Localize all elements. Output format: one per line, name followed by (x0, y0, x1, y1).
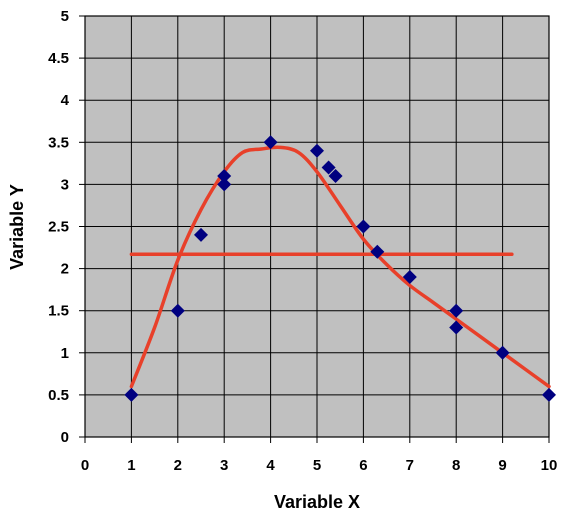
x-tick-label: 10 (541, 457, 558, 474)
data-point-marker (310, 143, 324, 158)
y-tick-label: 0 (61, 429, 69, 446)
data-point-marker (449, 320, 464, 335)
data-point-marker (194, 227, 208, 242)
x-tick-label: 8 (452, 457, 460, 474)
data-point-marker (370, 244, 385, 259)
y-tick-label: 0.5 (48, 387, 69, 404)
data-point-marker (263, 135, 278, 150)
x-tick-label: 0 (81, 457, 89, 474)
y-tick-label: 2.5 (48, 219, 69, 236)
x-tick-label: 2 (174, 457, 182, 474)
x-tick-label: 5 (313, 457, 321, 474)
y-tick-label: 3.5 (48, 134, 69, 151)
y-tick-label: 3 (61, 176, 69, 193)
data-point-marker (542, 387, 556, 402)
data-point-marker (449, 303, 464, 318)
x-tick-label: 6 (359, 457, 367, 474)
x-tick-label: 4 (266, 457, 275, 474)
y-tick-label: 4.5 (48, 50, 69, 67)
data-point-marker (217, 168, 232, 183)
data-point-marker (356, 219, 371, 234)
data-point-marker (495, 345, 510, 360)
y-tick-label: 5 (61, 8, 69, 25)
y-tick-label: 2 (61, 261, 69, 278)
x-axis-title: Variable X (274, 492, 360, 512)
x-tick-label: 9 (498, 457, 506, 474)
fit-curve-line (129, 145, 551, 389)
data-point-marker (321, 160, 336, 175)
y-axis-title: Variable Y (7, 184, 27, 270)
x-tick-label: 7 (406, 457, 414, 474)
x-axis-ticks: 0 1 2 3 4 5 6 7 8 9 10 (81, 437, 558, 474)
data-point-marker (402, 270, 417, 285)
series-lines (129, 145, 551, 389)
data-point-marker (124, 387, 139, 402)
series-points (124, 135, 556, 402)
y-tick-label: 1 (61, 345, 69, 362)
data-point-marker (328, 168, 343, 183)
data-point-marker (217, 177, 232, 192)
y-axis-ticks: 0 0.5 1 1.5 2 2.5 3 3.5 4 4.5 5 (48, 8, 85, 446)
y-tick-label: 4 (61, 92, 70, 109)
x-tick-label: 1 (127, 457, 135, 474)
x-tick-label: 3 (220, 457, 228, 474)
data-point-marker (170, 303, 185, 318)
y-tick-label: 1.5 (48, 303, 69, 320)
